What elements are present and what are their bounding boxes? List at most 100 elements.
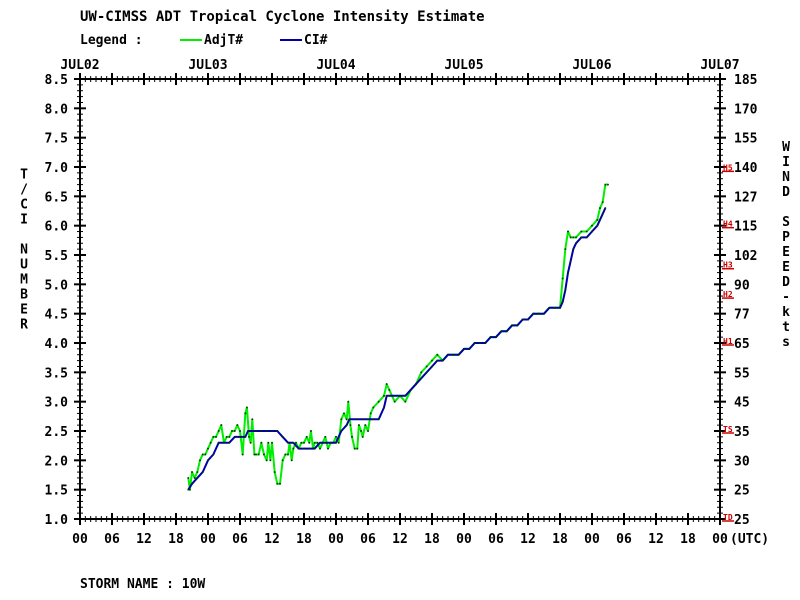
series-point-ci	[409, 389, 412, 391]
category-label: H1	[723, 337, 733, 346]
series-point-ci	[356, 418, 359, 421]
axes-layer: 1.0 1.5 2.0 2.5 3.0 3.5 4.0 4.5 5.0 5.5 6.0 6.5 7.0 7…	[45, 58, 770, 547]
series-point-ci	[431, 365, 433, 368]
series-point-ci	[287, 441, 289, 444]
right-tick-label: 25	[734, 513, 750, 528]
series-point-adjt	[246, 406, 248, 409]
series-point-ci	[383, 406, 385, 409]
series-point-ci	[345, 424, 348, 426]
series-point-adjt	[580, 230, 583, 233]
series-point-adjt	[431, 359, 433, 362]
series-point-adjt	[260, 441, 263, 444]
series-point-ci	[599, 219, 601, 221]
series-point-adjt	[569, 236, 572, 239]
right-tick-label: 65	[734, 337, 750, 352]
left-axis-title: T/CI NUMBER	[17, 168, 32, 333]
left-tick-label: 8.5	[45, 73, 68, 88]
series-point-ci	[217, 441, 220, 444]
series-point-ci	[468, 348, 471, 350]
series-point-adjt	[564, 248, 567, 250]
series-point-ci	[484, 342, 487, 344]
series-point-ci	[572, 248, 575, 250]
series-point-ci	[207, 459, 209, 462]
left-tick-label: 6.0	[45, 220, 69, 235]
series-point-adjt	[292, 447, 295, 450]
series-point-ci	[201, 471, 204, 473]
series-point-ci	[511, 324, 513, 327]
bottom-hour-label: 18	[424, 532, 440, 547]
series-point-ci	[196, 477, 199, 479]
series-point-adjt	[561, 277, 564, 280]
series-point-adjt	[251, 418, 254, 421]
series-point-adjt	[305, 436, 308, 438]
left-tick-label: 8.0	[45, 102, 69, 117]
series-point-ci	[447, 353, 449, 356]
series-point-adjt	[599, 207, 601, 209]
left-tick-label: 1.0	[45, 513, 69, 528]
series-point-adjt	[290, 459, 293, 462]
series-point-ci	[329, 441, 332, 444]
series-point-ci	[457, 353, 460, 356]
series-point-adjt	[383, 395, 385, 397]
right-tick-label: 45	[734, 396, 750, 411]
right-tick-label: 155	[734, 132, 757, 147]
series-point-adjt	[377, 400, 380, 403]
bottom-hour-label: 00	[456, 532, 472, 547]
legend-entry-adjt: AdjT#	[204, 33, 243, 48]
top-date-label: JUL02	[60, 58, 99, 73]
series-point-ci	[281, 436, 284, 438]
series-point-adjt	[324, 436, 327, 438]
bottom-hour-label: 06	[104, 532, 120, 547]
right-tick-label: 35	[734, 425, 750, 440]
series-point-ci	[260, 430, 263, 432]
series-point-ci	[569, 260, 572, 262]
bottom-hour-label: 18	[680, 532, 696, 547]
series-point-adjt	[393, 400, 396, 403]
series-point-ci	[244, 436, 247, 438]
series-point-ci	[591, 230, 593, 233]
right-tick-label: 170	[734, 102, 758, 117]
series-point-adjt	[575, 236, 577, 239]
series-point-ci	[367, 418, 369, 421]
series-point-ci	[319, 441, 321, 444]
series-point-adjt	[361, 436, 364, 438]
series-point-adjt	[308, 441, 311, 444]
series-point-adjt	[369, 412, 372, 415]
series-point-adjt	[196, 471, 199, 473]
series-point-adjt	[340, 418, 343, 421]
series-point-adjt	[372, 406, 375, 409]
legend-entry-ci: CI#	[304, 33, 328, 48]
x-unit-label: (UTC)	[730, 532, 769, 547]
series-layer	[187, 183, 609, 491]
series-point-adjt	[191, 471, 193, 473]
series-point-ci	[527, 318, 529, 321]
series-point-adjt	[281, 459, 284, 462]
series-point-adjt	[209, 441, 212, 444]
series-point-ci	[559, 307, 561, 309]
series-point-ci	[303, 447, 305, 450]
series-point-adjt	[607, 183, 609, 186]
left-tick-label: 3.5	[45, 366, 68, 381]
series-point-ci	[335, 441, 337, 444]
bottom-hour-label: 06	[488, 532, 504, 547]
series-point-ci	[505, 330, 508, 333]
series-point-ci	[348, 418, 351, 421]
series-point-adjt	[265, 459, 268, 462]
series-point-ci	[228, 441, 231, 444]
series-point-ci	[604, 207, 607, 209]
series-point-adjt	[601, 201, 604, 203]
series-point-ci	[495, 336, 497, 338]
series-point-ci	[473, 342, 476, 344]
series-point-ci	[255, 430, 257, 432]
series-point-adjt	[225, 436, 228, 438]
series-point-adjt	[596, 219, 599, 221]
left-tick-label: 5.5	[45, 249, 68, 264]
series-point-adjt	[327, 447, 329, 450]
series-point-adjt	[253, 453, 256, 456]
series-point-adjt	[201, 453, 204, 456]
series-point-adjt	[239, 430, 241, 432]
top-date-label: JUL03	[188, 58, 227, 73]
series-point-ci	[452, 353, 455, 356]
series-point-adjt	[295, 441, 297, 444]
chart-title: UW-CIMSS ADT Tropical Cyclone Intensity …	[80, 9, 485, 25]
